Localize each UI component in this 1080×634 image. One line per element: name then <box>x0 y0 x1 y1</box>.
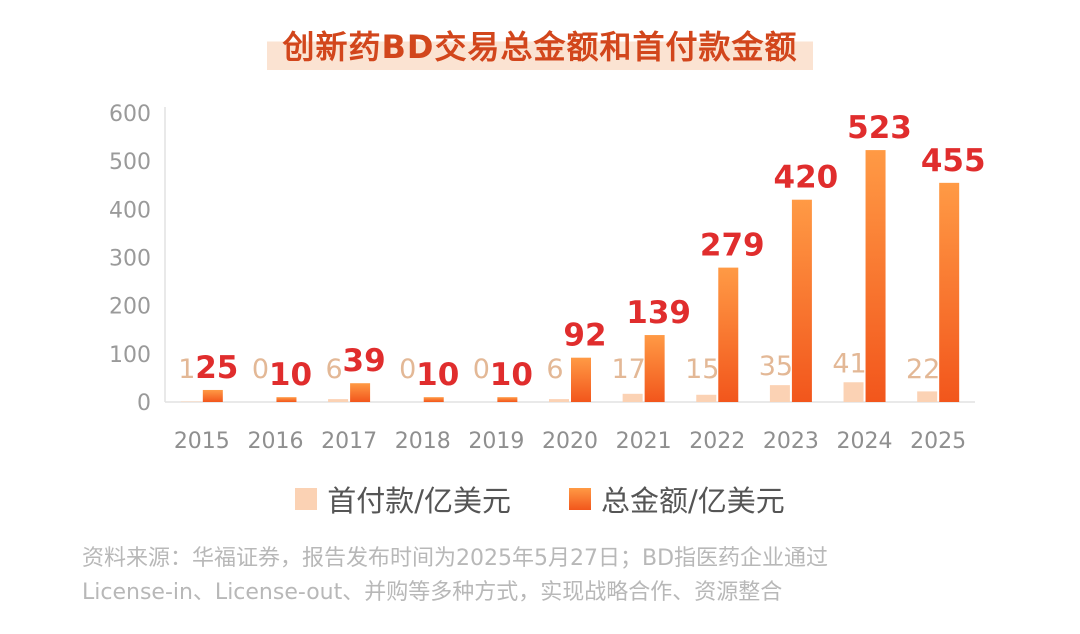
y-axis: 0 100 200 300 400 500 600 <box>109 102 166 416</box>
data-label-upfront: 41 <box>832 348 866 379</box>
data-label-total: 420 <box>774 160 839 196</box>
x-tick-label: 2020 <box>542 429 598 454</box>
data-label-total: 25 <box>195 350 238 386</box>
chart-title: 创新药BD交易总金额和首付款金额 <box>266 18 814 70</box>
bar-upfront <box>917 391 938 402</box>
y-tick-label: 100 <box>109 343 151 368</box>
y-tick-label: 600 <box>109 102 151 127</box>
footnote-line-2: License-in、License-out、并购等多种方式，实现战略合作、资源… <box>82 580 783 605</box>
x-tick-label: 2024 <box>837 429 893 454</box>
legend: 首付款/亿美元 总金额/亿美元 <box>0 478 1080 520</box>
x-tick-label: 2025 <box>910 429 966 454</box>
legend-label-upfront: 首付款/亿美元 <box>327 484 511 518</box>
bar-total <box>276 397 297 402</box>
bars <box>180 150 960 402</box>
data-label-upfront: 6 <box>325 354 342 385</box>
bar-total <box>644 335 665 402</box>
legend-swatch-upfront <box>295 488 318 510</box>
bar-total <box>865 150 886 402</box>
bar-total <box>791 199 812 402</box>
data-label-total: 10 <box>269 357 312 393</box>
legend-label-total: 总金额/亿美元 <box>601 484 785 518</box>
legend-item-upfront: 首付款/亿美元 <box>295 478 511 520</box>
x-axis: 2015 2016 2017 2018 2019 2020 2021 2022 2023 2024… <box>165 401 975 454</box>
legend-item-total: 总金额/亿美元 <box>569 478 785 520</box>
data-label-total: 10 <box>416 357 459 393</box>
bar-upfront <box>843 382 864 402</box>
data-label-upfront: 35 <box>759 351 793 382</box>
data-label-upfront: 17 <box>611 354 645 385</box>
bar-total <box>939 182 960 402</box>
bar-total <box>571 357 591 402</box>
data-label-total: 279 <box>700 228 765 264</box>
bar-total <box>350 383 371 402</box>
bar-upfront <box>622 393 643 402</box>
data-label-upfront: 1 <box>178 354 195 385</box>
data-label-upfront: 0 <box>252 354 269 385</box>
data-label-upfront: 22 <box>906 354 940 385</box>
bar-upfront <box>328 399 349 402</box>
bar-upfront <box>769 385 790 402</box>
y-tick-label: 500 <box>109 150 151 175</box>
data-label-total: 39 <box>343 343 386 379</box>
x-tick-label: 2016 <box>247 429 303 454</box>
data-labels: 1 25 0 10 6 39 0 10 0 10 6921713915279354204152322… <box>178 110 985 393</box>
bar-total <box>423 397 444 402</box>
x-tick-label: 2015 <box>174 429 230 454</box>
footnote-line-1: 资料来源：华福证券，报告发布时间为2025年5月27日；BD指医药企业通过 <box>82 546 829 571</box>
y-tick-label: 0 <box>137 391 151 416</box>
bar-total <box>718 267 739 402</box>
bar-upfront <box>696 394 717 402</box>
data-label-upfront: 6 <box>546 354 563 385</box>
x-tick-label: 2022 <box>689 429 745 454</box>
data-label-total: 10 <box>490 357 533 393</box>
x-tick-label: 2019 <box>468 429 524 454</box>
legend-swatch-total <box>569 488 591 510</box>
y-tick-label: 200 <box>109 295 151 320</box>
data-label-upfront: 0 <box>473 354 490 385</box>
data-label-total: 455 <box>921 143 986 179</box>
chart-title-wrap: 创新药BD交易总金额和首付款金额 <box>0 18 1080 70</box>
source-footnote: 资料来源：华福证券，报告发布时间为2025年5月27日；BD指医药企业通过 Li… <box>82 542 1042 610</box>
x-tick-label: 2021 <box>616 429 672 454</box>
data-label-total: 523 <box>847 110 912 146</box>
x-tick-label: 2017 <box>321 429 377 454</box>
data-label-total: 92 <box>563 318 606 354</box>
data-label-total: 139 <box>626 295 691 331</box>
bar-total <box>497 397 518 402</box>
bar-total <box>202 389 223 402</box>
data-label-upfront: 15 <box>685 354 719 385</box>
y-tick-label: 300 <box>109 247 151 272</box>
x-tick-label: 2023 <box>763 429 819 454</box>
x-tick-label: 2018 <box>395 429 451 454</box>
y-tick-label: 400 <box>109 198 151 223</box>
data-label-upfront: 0 <box>399 354 416 385</box>
bar-upfront <box>549 399 569 402</box>
